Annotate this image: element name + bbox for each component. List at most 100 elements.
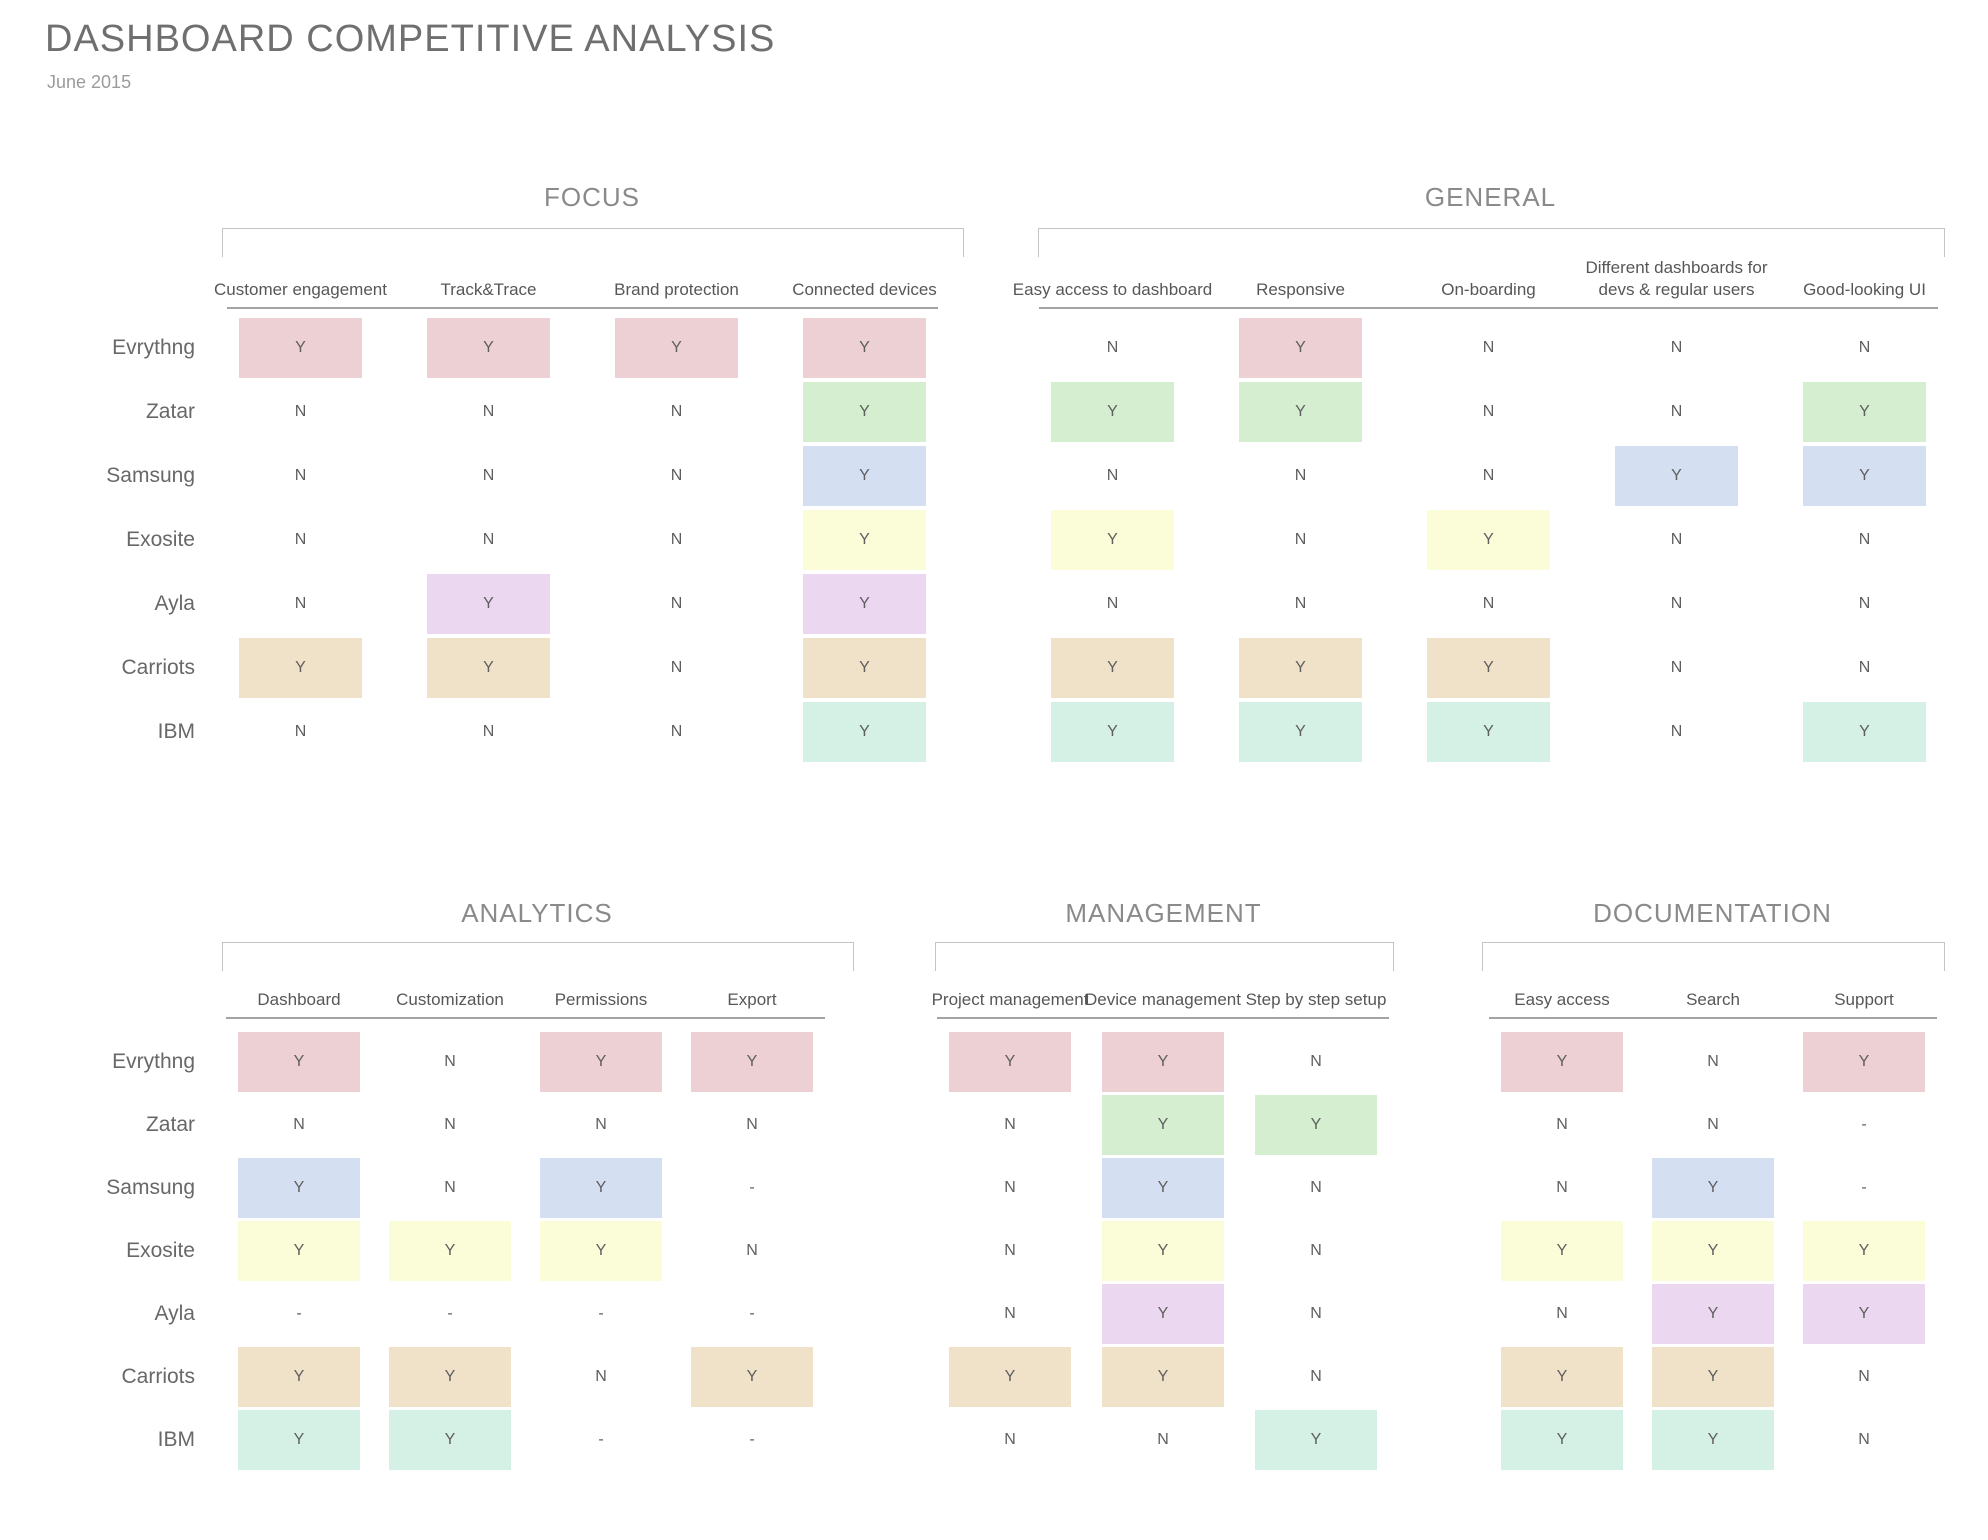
column-header-different-dashboards-for-devs-regular-users: Different dashboards for devs & regular … xyxy=(1585,257,1768,299)
focus-cell-samsung-customer-engagement: N xyxy=(294,467,307,484)
row-label-samsung: Samsung xyxy=(106,1176,195,1199)
header-underline-general xyxy=(1039,307,1938,309)
row-label-exosite: Exosite xyxy=(126,528,195,551)
general-cell-samsung-different-dashboards-for-devs-regular-users: Y xyxy=(1615,446,1738,506)
analytics-cell-zatar-dashboard: N xyxy=(293,1116,305,1133)
page-subtitle: June 2015 xyxy=(47,72,132,92)
focus-cell-evrythng-brand-protection: Y xyxy=(615,318,738,378)
documentation-cell-exosite-easy-access: Y xyxy=(1501,1221,1623,1281)
management-cell-ibm-device-management: N xyxy=(1157,1431,1169,1448)
header-underline-documentation xyxy=(1489,1017,1937,1019)
management-cell-exosite-step-by-step-setup: N xyxy=(1310,1242,1322,1259)
documentation-cell-zatar-search: N xyxy=(1707,1116,1719,1133)
general-cell-exosite-easy-access-to-dashboard: Y xyxy=(1051,510,1174,570)
focus-cell-samsung-brand-protection: N xyxy=(670,467,683,484)
focus-cell-exosite-track-trace: N xyxy=(482,531,495,548)
column-header-search: Search xyxy=(1686,989,1740,1009)
page-title: DASHBOARD COMPETITIVE ANALYSIS xyxy=(45,18,776,60)
header-underline-management xyxy=(937,1017,1389,1019)
general-cell-carriots-good-looking-ui: N xyxy=(1858,659,1871,676)
column-header-project-management: Project management xyxy=(931,989,1089,1009)
general-cell-samsung-on-boarding: N xyxy=(1482,467,1495,484)
management-cell-exosite-project-management: N xyxy=(1004,1242,1016,1259)
documentation-cell-evrythng-search: N xyxy=(1707,1053,1719,1070)
documentation-cell-evrythng-easy-access: Y xyxy=(1501,1032,1623,1092)
analytics-cell-evrythng-permissions: Y xyxy=(540,1032,662,1092)
general-cell-zatar-responsive: Y xyxy=(1239,382,1362,442)
management-cell-carriots-step-by-step-setup: N xyxy=(1310,1368,1322,1385)
row-label-zatar: Zatar xyxy=(145,1113,195,1136)
column-header-easy-access: Easy access xyxy=(1514,989,1610,1009)
row-label-ayla: Ayla xyxy=(154,592,195,615)
analytics-cell-ibm-permissions: - xyxy=(598,1431,604,1448)
column-header-easy-access-to-dashboard: Easy access to dashboard xyxy=(1012,279,1213,299)
focus-cell-exosite-brand-protection: N xyxy=(670,531,683,548)
documentation-cell-ibm-easy-access: Y xyxy=(1501,1410,1623,1470)
analytics-cell-ayla-export: - xyxy=(749,1305,755,1322)
documentation-cell-zatar-support: - xyxy=(1861,1116,1867,1133)
analytics-cell-samsung-customization: N xyxy=(444,1179,456,1196)
general-cell-exosite-different-dashboards-for-devs-regular-users: N xyxy=(1670,531,1683,548)
analytics-cell-ibm-export: - xyxy=(749,1431,755,1448)
documentation-cell-exosite-support: Y xyxy=(1803,1221,1925,1281)
section-bracket-general xyxy=(1038,228,1945,257)
general-cell-carriots-on-boarding: Y xyxy=(1427,638,1550,698)
section-bracket-management xyxy=(935,942,1394,971)
general-cell-exosite-responsive: N xyxy=(1294,531,1307,548)
analytics-cell-ayla-permissions: - xyxy=(598,1305,604,1322)
focus-cell-ayla-connected-devices: Y xyxy=(803,574,926,634)
documentation-cell-ibm-search: Y xyxy=(1652,1410,1774,1470)
documentation-cell-ayla-support: Y xyxy=(1803,1284,1925,1344)
documentation-cell-ibm-support: N xyxy=(1858,1431,1870,1448)
general-cell-samsung-good-looking-ui: Y xyxy=(1803,446,1926,506)
general-cell-ibm-good-looking-ui: Y xyxy=(1803,702,1926,762)
column-header-good-looking-ui: Good-looking UI xyxy=(1803,279,1926,299)
general-cell-zatar-easy-access-to-dashboard: Y xyxy=(1051,382,1174,442)
focus-cell-evrythng-connected-devices: Y xyxy=(803,318,926,378)
column-header-step-by-step-setup: Step by step setup xyxy=(1245,989,1387,1009)
column-header-customization: Customization xyxy=(396,989,504,1009)
header-underline-analytics xyxy=(226,1017,825,1019)
column-header-track-trace: Track&Trace xyxy=(440,279,537,299)
general-cell-ayla-easy-access-to-dashboard: N xyxy=(1106,595,1119,612)
analytics-cell-zatar-export: N xyxy=(746,1116,758,1133)
column-header-connected-devices: Connected devices xyxy=(792,279,937,299)
management-cell-ayla-project-management: N xyxy=(1004,1305,1016,1322)
documentation-cell-ayla-easy-access: N xyxy=(1556,1305,1568,1322)
analytics-cell-ibm-dashboard: Y xyxy=(238,1410,360,1470)
analytics-cell-exosite-customization: Y xyxy=(389,1221,511,1281)
focus-cell-ayla-customer-engagement: N xyxy=(294,595,307,612)
documentation-cell-samsung-support: - xyxy=(1861,1179,1867,1196)
header-underline-focus xyxy=(227,307,938,309)
general-cell-zatar-on-boarding: N xyxy=(1482,403,1495,420)
documentation-cell-ayla-search: Y xyxy=(1652,1284,1774,1344)
general-cell-evrythng-on-boarding: N xyxy=(1482,339,1495,356)
general-cell-ayla-responsive: N xyxy=(1294,595,1307,612)
column-header-permissions: Permissions xyxy=(554,989,648,1009)
management-cell-ibm-step-by-step-setup: Y xyxy=(1255,1410,1377,1470)
column-header-support: Support xyxy=(1834,989,1894,1009)
general-cell-exosite-on-boarding: Y xyxy=(1427,510,1550,570)
general-cell-ibm-responsive: Y xyxy=(1239,702,1362,762)
column-header-device-management: Device management xyxy=(1085,989,1241,1009)
management-cell-ibm-project-management: N xyxy=(1004,1431,1016,1448)
general-cell-evrythng-responsive: Y xyxy=(1239,318,1362,378)
general-cell-ayla-good-looking-ui: N xyxy=(1858,595,1871,612)
focus-cell-samsung-connected-devices: Y xyxy=(803,446,926,506)
analytics-cell-exosite-export: N xyxy=(746,1242,758,1259)
analytics-cell-exosite-permissions: Y xyxy=(540,1221,662,1281)
documentation-cell-samsung-easy-access: N xyxy=(1556,1179,1568,1196)
focus-cell-ayla-track-trace: Y xyxy=(427,574,550,634)
focus-cell-evrythng-customer-engagement: Y xyxy=(239,318,362,378)
analytics-cell-exosite-dashboard: Y xyxy=(238,1221,360,1281)
row-label-samsung: Samsung xyxy=(106,464,195,487)
management-cell-evrythng-device-management: Y xyxy=(1102,1032,1224,1092)
focus-cell-carriots-track-trace: Y xyxy=(427,638,550,698)
focus-cell-ibm-customer-engagement: N xyxy=(294,723,307,740)
column-header-responsive: Responsive xyxy=(1256,279,1345,299)
focus-cell-carriots-connected-devices: Y xyxy=(803,638,926,698)
section-title-general: GENERAL xyxy=(1424,182,1557,212)
row-label-evrythng: Evrythng xyxy=(112,336,195,359)
analytics-cell-ayla-dashboard: - xyxy=(296,1305,302,1322)
